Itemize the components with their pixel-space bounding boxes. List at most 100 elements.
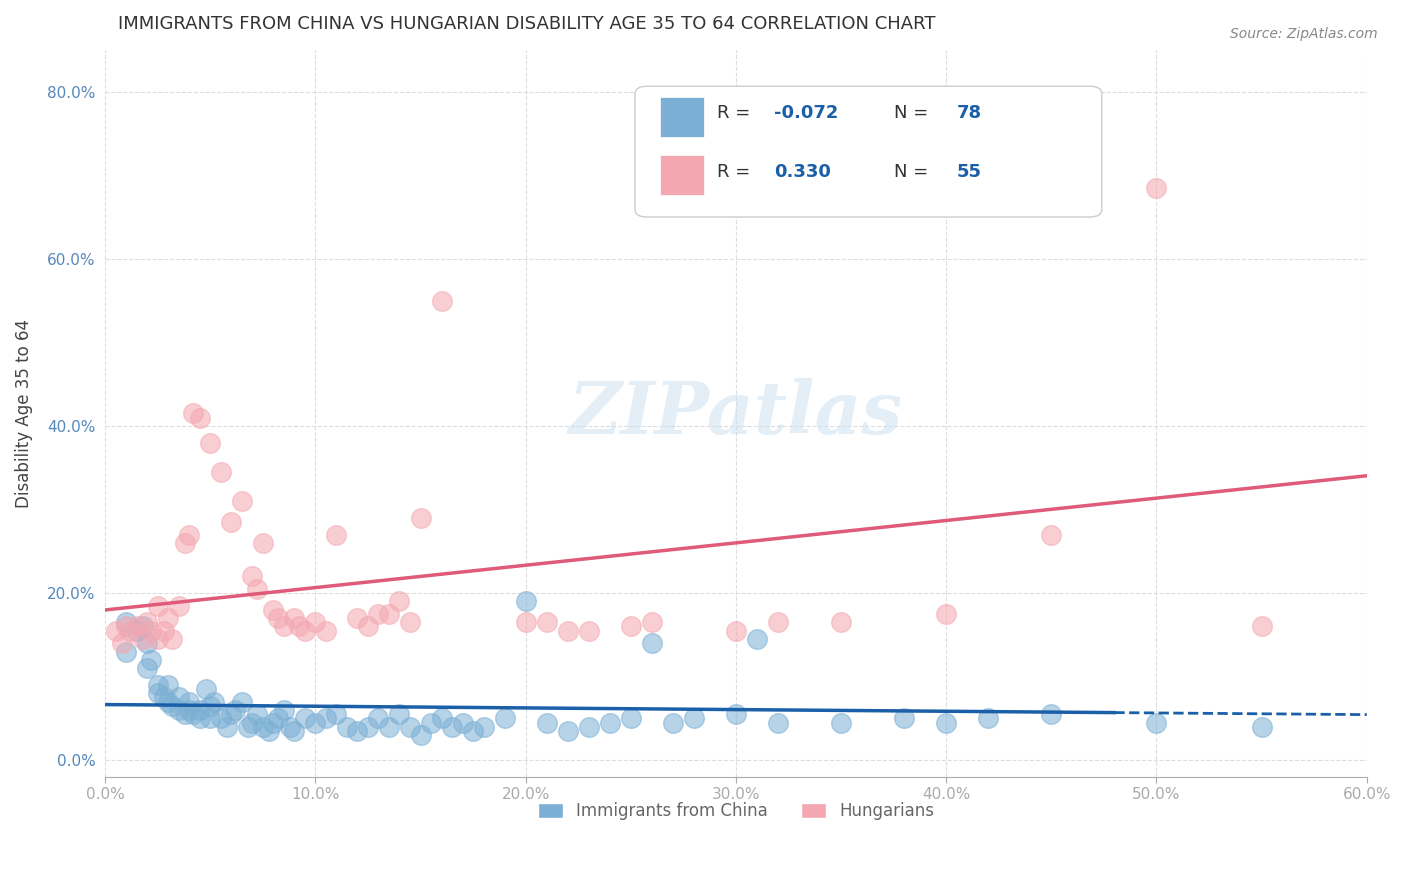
Point	[179, 695, 201, 709]
Point	[132, 619, 155, 633]
FancyBboxPatch shape	[661, 97, 704, 137]
Point	[641, 636, 664, 650]
FancyBboxPatch shape	[661, 155, 704, 195]
Point	[766, 715, 789, 730]
Y-axis label: Disability Age 35 to 64: Disability Age 35 to 64	[15, 318, 32, 508]
Text: 0.330: 0.330	[773, 162, 831, 180]
Point	[641, 615, 664, 630]
Point	[141, 624, 163, 638]
Point	[111, 636, 134, 650]
Point	[367, 607, 389, 621]
Point	[200, 711, 222, 725]
Point	[257, 723, 280, 738]
Point	[724, 624, 747, 638]
Text: 78: 78	[956, 104, 981, 122]
Point	[935, 607, 957, 621]
Point	[304, 715, 326, 730]
Point	[141, 653, 163, 667]
Point	[346, 723, 368, 738]
FancyBboxPatch shape	[636, 87, 1102, 217]
Point	[240, 569, 263, 583]
Point	[1146, 180, 1168, 194]
Point	[183, 406, 205, 420]
Point	[346, 611, 368, 625]
Point	[179, 527, 201, 541]
Point	[399, 720, 422, 734]
Point	[283, 611, 305, 625]
Point	[231, 494, 253, 508]
Point	[336, 720, 359, 734]
Point	[578, 624, 600, 638]
Point	[115, 619, 138, 633]
Point	[262, 715, 284, 730]
Point	[262, 603, 284, 617]
Point	[315, 711, 337, 725]
Point	[157, 695, 180, 709]
Point	[472, 720, 495, 734]
Point	[304, 615, 326, 630]
Point	[357, 619, 380, 633]
Point	[745, 632, 768, 646]
Point	[104, 624, 127, 638]
Point	[724, 707, 747, 722]
Point	[224, 703, 246, 717]
Point	[620, 711, 643, 725]
Point	[294, 624, 316, 638]
Point	[174, 707, 197, 722]
Point	[132, 632, 155, 646]
Point	[515, 594, 537, 608]
Point	[146, 686, 169, 700]
Point	[240, 715, 263, 730]
Point	[273, 619, 295, 633]
Point	[219, 515, 242, 529]
Point	[146, 632, 169, 646]
Point	[167, 599, 190, 613]
Point	[167, 690, 190, 705]
Point	[219, 707, 242, 722]
Legend: Immigrants from China, Hungarians: Immigrants from China, Hungarians	[531, 796, 941, 827]
Point	[662, 715, 685, 730]
Point	[399, 615, 422, 630]
Text: N =: N =	[894, 104, 934, 122]
Point	[367, 711, 389, 725]
Point	[188, 410, 211, 425]
Point	[1040, 707, 1063, 722]
Point	[441, 720, 464, 734]
Point	[283, 723, 305, 738]
Point	[167, 703, 190, 717]
Point	[252, 536, 274, 550]
Point	[115, 615, 138, 630]
Point	[409, 728, 432, 742]
Text: 55: 55	[956, 162, 981, 180]
Point	[120, 624, 142, 638]
Point	[266, 711, 288, 725]
Point	[179, 703, 201, 717]
Point	[599, 715, 621, 730]
Point	[204, 695, 226, 709]
Point	[536, 715, 558, 730]
Point	[557, 723, 579, 738]
Point	[153, 624, 176, 638]
Text: R =: R =	[717, 162, 756, 180]
Point	[325, 527, 347, 541]
Point	[683, 711, 706, 725]
Point	[578, 720, 600, 734]
Point	[162, 698, 184, 713]
Text: N =: N =	[894, 162, 934, 180]
Point	[620, 619, 643, 633]
Point	[245, 582, 267, 596]
Point	[217, 720, 239, 734]
Point	[378, 607, 401, 621]
Point	[378, 720, 401, 734]
Point	[273, 703, 295, 717]
Point	[430, 293, 453, 308]
Point	[188, 711, 211, 725]
Point	[209, 711, 232, 725]
Point	[278, 720, 301, 734]
Point	[115, 644, 138, 658]
Point	[266, 611, 288, 625]
Point	[388, 594, 411, 608]
Point	[1250, 619, 1272, 633]
Point	[183, 707, 205, 722]
Point	[188, 703, 211, 717]
